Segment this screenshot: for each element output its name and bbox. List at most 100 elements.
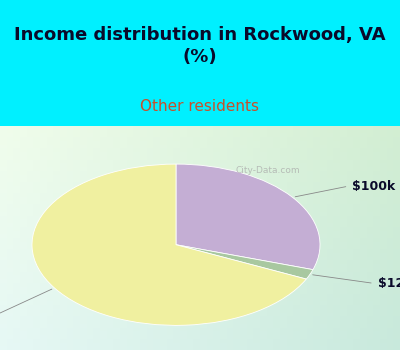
Bar [387, 346, 393, 350]
Bar [373, 126, 380, 130]
Bar [307, 216, 313, 219]
Bar [100, 148, 107, 152]
Bar [260, 175, 267, 178]
Bar [73, 133, 80, 137]
Bar [207, 294, 213, 298]
Bar [40, 268, 47, 272]
Bar [127, 298, 133, 301]
Bar [147, 324, 153, 328]
Bar [200, 253, 207, 257]
Bar [273, 219, 280, 223]
Bar [267, 148, 273, 152]
Bar [67, 264, 73, 268]
Bar [167, 234, 173, 238]
Bar [7, 133, 13, 137]
Bar [80, 178, 87, 182]
Bar [193, 279, 200, 283]
Bar [20, 264, 27, 268]
Bar [353, 137, 360, 141]
Bar [200, 301, 207, 305]
Bar [180, 186, 187, 189]
Bar [167, 253, 173, 257]
Bar [347, 197, 353, 201]
Bar [40, 305, 47, 309]
Bar [247, 328, 253, 331]
Bar [173, 260, 180, 264]
Bar [260, 167, 267, 171]
Bar [300, 283, 307, 287]
Bar [27, 175, 33, 178]
Bar [93, 316, 100, 320]
Bar [387, 141, 393, 145]
Bar [80, 283, 87, 287]
Bar [87, 301, 93, 305]
Bar [153, 231, 160, 234]
Bar [27, 238, 33, 242]
Bar [247, 178, 253, 182]
Bar [67, 231, 73, 234]
Bar [313, 290, 320, 294]
Bar [47, 238, 53, 242]
Bar [173, 219, 180, 223]
Bar [107, 126, 113, 130]
Bar [27, 178, 33, 182]
Bar [120, 279, 127, 283]
Bar [287, 238, 293, 242]
Bar [153, 279, 160, 283]
Bar [147, 305, 153, 309]
Bar [193, 328, 200, 331]
Bar [100, 133, 107, 137]
Bar [160, 208, 167, 212]
Bar [387, 260, 393, 264]
Bar [147, 216, 153, 219]
Bar [380, 242, 387, 245]
Bar [313, 231, 320, 234]
Bar [67, 290, 73, 294]
Bar [393, 152, 400, 156]
Bar [133, 305, 140, 309]
Bar [267, 160, 273, 163]
Bar [340, 301, 347, 305]
Bar [113, 346, 120, 350]
Bar [187, 160, 193, 163]
Bar [67, 130, 73, 133]
Bar [313, 294, 320, 298]
Bar [220, 242, 227, 245]
Bar [367, 335, 373, 339]
Bar [80, 279, 87, 283]
Bar [353, 178, 360, 182]
Bar [227, 178, 233, 182]
Bar [313, 141, 320, 145]
Bar [60, 171, 67, 175]
Bar [280, 335, 287, 339]
Bar [173, 163, 180, 167]
Bar [207, 167, 213, 171]
Bar [393, 160, 400, 163]
Bar [80, 208, 87, 212]
Bar [120, 309, 127, 313]
Bar [193, 197, 200, 201]
Bar [0, 287, 7, 290]
Bar [0, 219, 7, 223]
Bar [93, 335, 100, 339]
Bar [40, 182, 47, 186]
Bar [147, 272, 153, 275]
Bar [380, 178, 387, 182]
Bar [367, 163, 373, 167]
Bar [20, 148, 27, 152]
Bar [53, 331, 60, 335]
Bar [27, 264, 33, 268]
Bar [313, 160, 320, 163]
Bar [287, 268, 293, 272]
Bar [353, 152, 360, 156]
Bar [393, 331, 400, 335]
Bar [100, 160, 107, 163]
Bar [220, 186, 227, 189]
Bar [40, 238, 47, 242]
Bar [307, 257, 313, 260]
Bar [173, 294, 180, 298]
Bar [380, 204, 387, 208]
Bar [313, 279, 320, 283]
Bar [320, 316, 327, 320]
Bar [313, 324, 320, 328]
